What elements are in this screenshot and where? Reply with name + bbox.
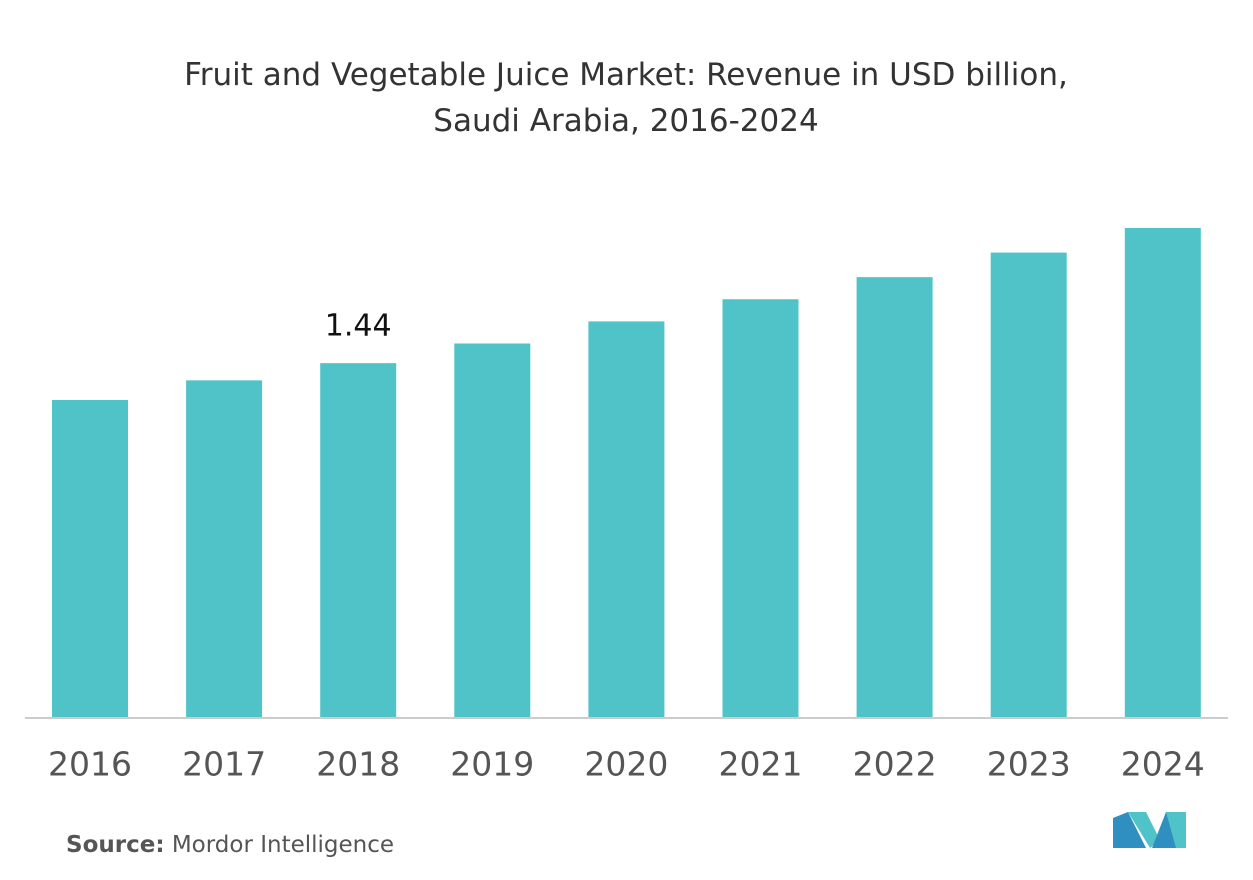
x-tick-label: 2023 xyxy=(987,745,1071,784)
bar xyxy=(722,299,799,717)
bar xyxy=(856,277,933,717)
bar xyxy=(320,363,397,717)
x-tick-label: 2016 xyxy=(48,745,132,784)
x-tick-label: 2021 xyxy=(719,745,803,784)
source: Source: Mordor Intelligence xyxy=(66,832,394,858)
bar xyxy=(52,400,128,717)
logo xyxy=(1113,812,1186,848)
value-label: 1.44 xyxy=(325,309,392,344)
chart-title: Fruit and Vegetable Juice Market: Revenu… xyxy=(184,57,1068,139)
bar xyxy=(588,321,665,717)
x-tick-label: 2022 xyxy=(853,745,937,784)
source-text: Mordor Intelligence xyxy=(172,832,394,858)
bar xyxy=(454,343,531,717)
x-tick-label: 2024 xyxy=(1121,745,1205,784)
bar xyxy=(990,252,1067,717)
x-tick-label: 2020 xyxy=(584,745,668,784)
x-tick-label: 2019 xyxy=(450,745,534,784)
x-tick-label: 2018 xyxy=(316,745,400,784)
bar xyxy=(1124,228,1201,717)
source-label: Source: xyxy=(66,832,165,858)
bar xyxy=(186,380,263,717)
x-tick-label: 2017 xyxy=(182,745,266,784)
